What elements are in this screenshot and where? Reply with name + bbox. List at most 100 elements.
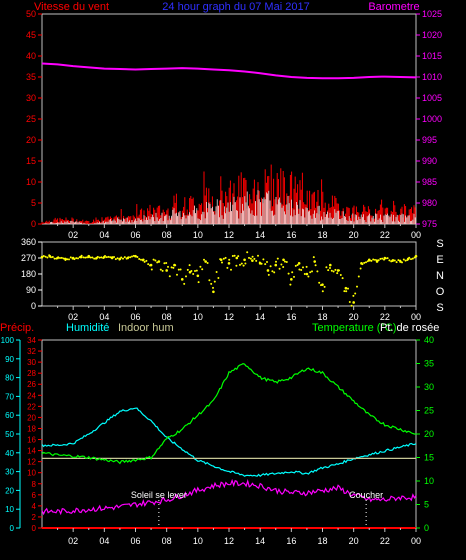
direction-point	[282, 258, 285, 262]
direction-point	[109, 256, 112, 259]
direction-point	[320, 284, 322, 287]
direction-point	[390, 260, 393, 263]
wind-y-tick-label: 45	[26, 30, 36, 40]
baro-title: Barometre	[368, 1, 419, 13]
direction-point	[165, 269, 168, 272]
direction-point	[300, 269, 303, 272]
direction-point	[127, 256, 130, 259]
dewpoint-line	[41, 478, 417, 516]
compass-letter: O	[436, 286, 445, 298]
humidity-y-tick-label: 70	[5, 392, 14, 401]
direction-point	[251, 259, 254, 262]
direction-point	[150, 268, 153, 271]
direction-point	[158, 260, 160, 263]
direction-point	[305, 265, 308, 268]
direction-point	[221, 261, 223, 264]
direction-point	[116, 257, 119, 260]
direction-point	[309, 271, 312, 274]
direction-point	[246, 251, 249, 254]
direction-point	[372, 258, 375, 261]
direction-point	[143, 260, 146, 263]
direction-point	[357, 275, 360, 278]
direction-point	[255, 259, 258, 262]
direction-point	[53, 257, 56, 260]
temp-y-tick-label: 15	[424, 453, 434, 463]
humidity-y-tick-label: 90	[5, 355, 14, 364]
rain-y-tick-label: 34	[27, 336, 36, 345]
direction-point	[168, 275, 171, 278]
baro-y-tick-label: 1015	[422, 51, 442, 61]
x-tick-label: 20	[349, 230, 359, 240]
direction-point	[368, 259, 371, 262]
direction-point	[172, 266, 175, 269]
direction-point	[78, 256, 81, 259]
direction-point	[366, 260, 369, 263]
rain-y-tick-label: 16	[27, 436, 36, 445]
direction-point	[386, 257, 389, 260]
direction-point	[352, 294, 355, 297]
direction-point	[123, 256, 126, 259]
temperature-line	[41, 363, 417, 465]
direction-point	[138, 258, 141, 261]
direction-point	[379, 257, 382, 260]
direction-panel-frame	[41, 241, 417, 307]
direction-point	[204, 260, 207, 263]
direction-y-tick-label: 180	[21, 269, 36, 279]
direction-point	[105, 256, 108, 259]
x-tick-label: 14	[255, 312, 265, 322]
direction-point	[393, 259, 396, 262]
direction-point	[181, 278, 184, 281]
direction-point	[269, 265, 272, 268]
baro-y-tick-label: 1010	[422, 72, 442, 82]
direction-point	[80, 254, 83, 257]
x-tick-label: 22	[380, 230, 390, 240]
direction-point	[334, 268, 337, 271]
direction-point	[156, 261, 159, 264]
direction-point	[276, 257, 279, 260]
rain-y-tick-label: 12	[27, 458, 36, 467]
direction-point	[190, 269, 193, 272]
direction-point	[203, 258, 205, 261]
direction-point	[136, 256, 139, 259]
sun-marker-label: Coucher	[349, 490, 383, 500]
direction-point	[141, 259, 144, 262]
direction-point	[410, 258, 412, 261]
compass-letter: S	[436, 302, 443, 314]
x-tick-label: 06	[130, 536, 140, 546]
direction-point	[338, 269, 340, 272]
direction-point	[411, 257, 414, 260]
direction-point	[161, 269, 164, 272]
humidity-y-tick-label: 0	[10, 524, 15, 533]
humidity-y-tick-label: 80	[5, 374, 14, 383]
x-tick-label: 10	[193, 312, 203, 322]
direction-point	[305, 272, 309, 276]
direction-point	[344, 286, 348, 290]
rain-y-tick-label: 6	[32, 491, 37, 500]
direction-point	[248, 256, 250, 259]
direction-point	[374, 258, 376, 261]
direction-point	[149, 264, 151, 267]
direction-point	[341, 277, 344, 280]
direction-point	[388, 259, 391, 262]
direction-point	[273, 271, 276, 274]
direction-point	[48, 254, 51, 257]
direction-point	[352, 301, 355, 304]
direction-point	[222, 257, 225, 260]
baro-y-tick-label: 995	[422, 135, 437, 145]
direction-point	[64, 259, 67, 262]
x-tick-label: 18	[317, 312, 327, 322]
rain-y-tick-label: 20	[27, 413, 36, 422]
x-tick-label: 00	[411, 312, 421, 322]
wind-y-tick-label: 40	[26, 51, 36, 61]
direction-point	[314, 264, 317, 267]
direction-point	[307, 275, 310, 278]
direction-point	[152, 258, 155, 261]
direction-point	[170, 266, 173, 269]
direction-point	[215, 270, 218, 273]
direction-point	[395, 261, 398, 264]
wind-y-tick-label: 30	[26, 93, 36, 103]
direction-point	[228, 258, 231, 261]
direction-point	[163, 262, 166, 265]
humidity-y-tick-label: 40	[5, 449, 14, 458]
x-tick-label: 08	[162, 536, 172, 546]
